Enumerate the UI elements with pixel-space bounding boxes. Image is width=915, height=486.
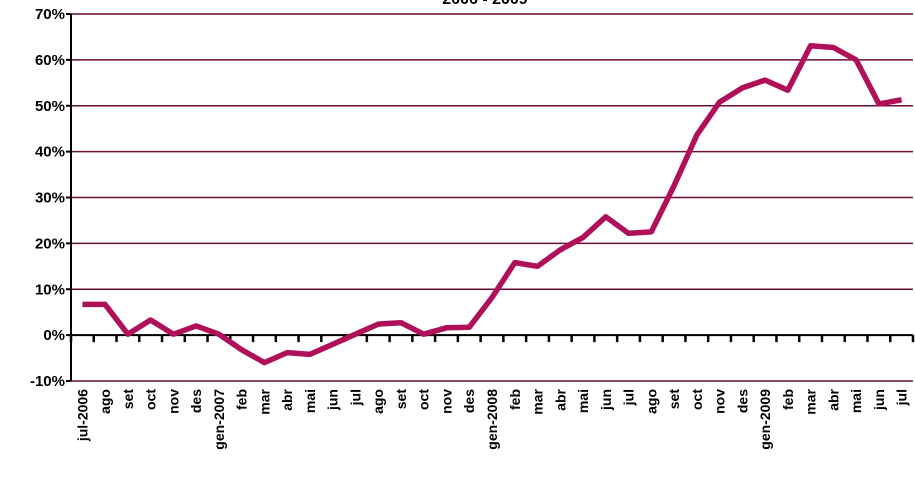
x-tick-label: oct [689, 389, 705, 410]
x-tick-label: mai [575, 389, 591, 413]
x-tick-label: jun [598, 389, 614, 411]
x-tick-label: des [734, 389, 750, 413]
x-tick-label: jul [347, 389, 363, 406]
x-tick-label: abr [825, 388, 841, 410]
y-tick-label: 0% [43, 327, 65, 344]
x-tick-label: jul-2006 [74, 389, 90, 442]
series-line [82, 42, 903, 366]
x-tick-label: ago [370, 389, 386, 414]
x-tick-label: set [120, 389, 136, 410]
x-tick-label: gen-2009 [757, 389, 773, 450]
x-tick-label: nov [712, 389, 728, 414]
y-tick-label: 10% [35, 281, 65, 298]
y-tick-label: 60% [35, 52, 65, 69]
x-tick-label: set [666, 389, 682, 410]
x-tick-label: des [188, 389, 204, 413]
x-tick-label: nov [438, 389, 454, 414]
y-tick-label: 20% [35, 235, 65, 252]
y-tick-label: 30% [35, 190, 65, 207]
x-tick-label: mar [530, 388, 546, 414]
x-tick-label: ago [643, 389, 659, 414]
x-tick-label: feb [234, 389, 250, 410]
y-axis-tick-labels: -10% 0% 10% 20% 30% 40% 50% 60% 70% [30, 6, 65, 390]
x-tick-label: des [461, 389, 477, 413]
x-tick-label: gen-2008 [484, 389, 500, 450]
y-tick-label: 70% [35, 6, 65, 23]
x-tick-label: jun [325, 389, 341, 411]
y-tick-label: 40% [35, 144, 65, 161]
x-tick-label: jul [621, 389, 637, 406]
x-tick-label: set [393, 389, 409, 410]
x-tick-label: abr [279, 388, 295, 410]
x-tick-label: feb [780, 389, 796, 410]
chart-title: 2006 - 2009 [442, 0, 528, 8]
x-tick-label: abr [552, 388, 568, 410]
y-tick-label: -10% [30, 373, 65, 390]
x-tick-label: oct [416, 389, 432, 410]
x-tick-label: oct [143, 389, 159, 410]
x-tick-label: mai [302, 389, 318, 413]
x-tick-label: nov [165, 389, 181, 414]
x-tick-label: ago [97, 389, 113, 414]
x-tick-label: mar [803, 388, 819, 414]
x-tick-label: gen-2007 [211, 389, 227, 450]
x-tick-label: mar [256, 388, 272, 414]
x-tick-label: mai [848, 389, 864, 413]
x-tick-label: feb [507, 389, 523, 410]
x-tick-label: jun [871, 389, 887, 411]
series-layer [82, 42, 903, 366]
x-tick-label: jul [894, 389, 910, 406]
y-tick-label: 50% [35, 98, 65, 115]
axes [66, 13, 915, 382]
x-axis-tick-labels: jul-2006 ago set oct nov des gen-2007 feb mar abr… [74, 388, 909, 449]
